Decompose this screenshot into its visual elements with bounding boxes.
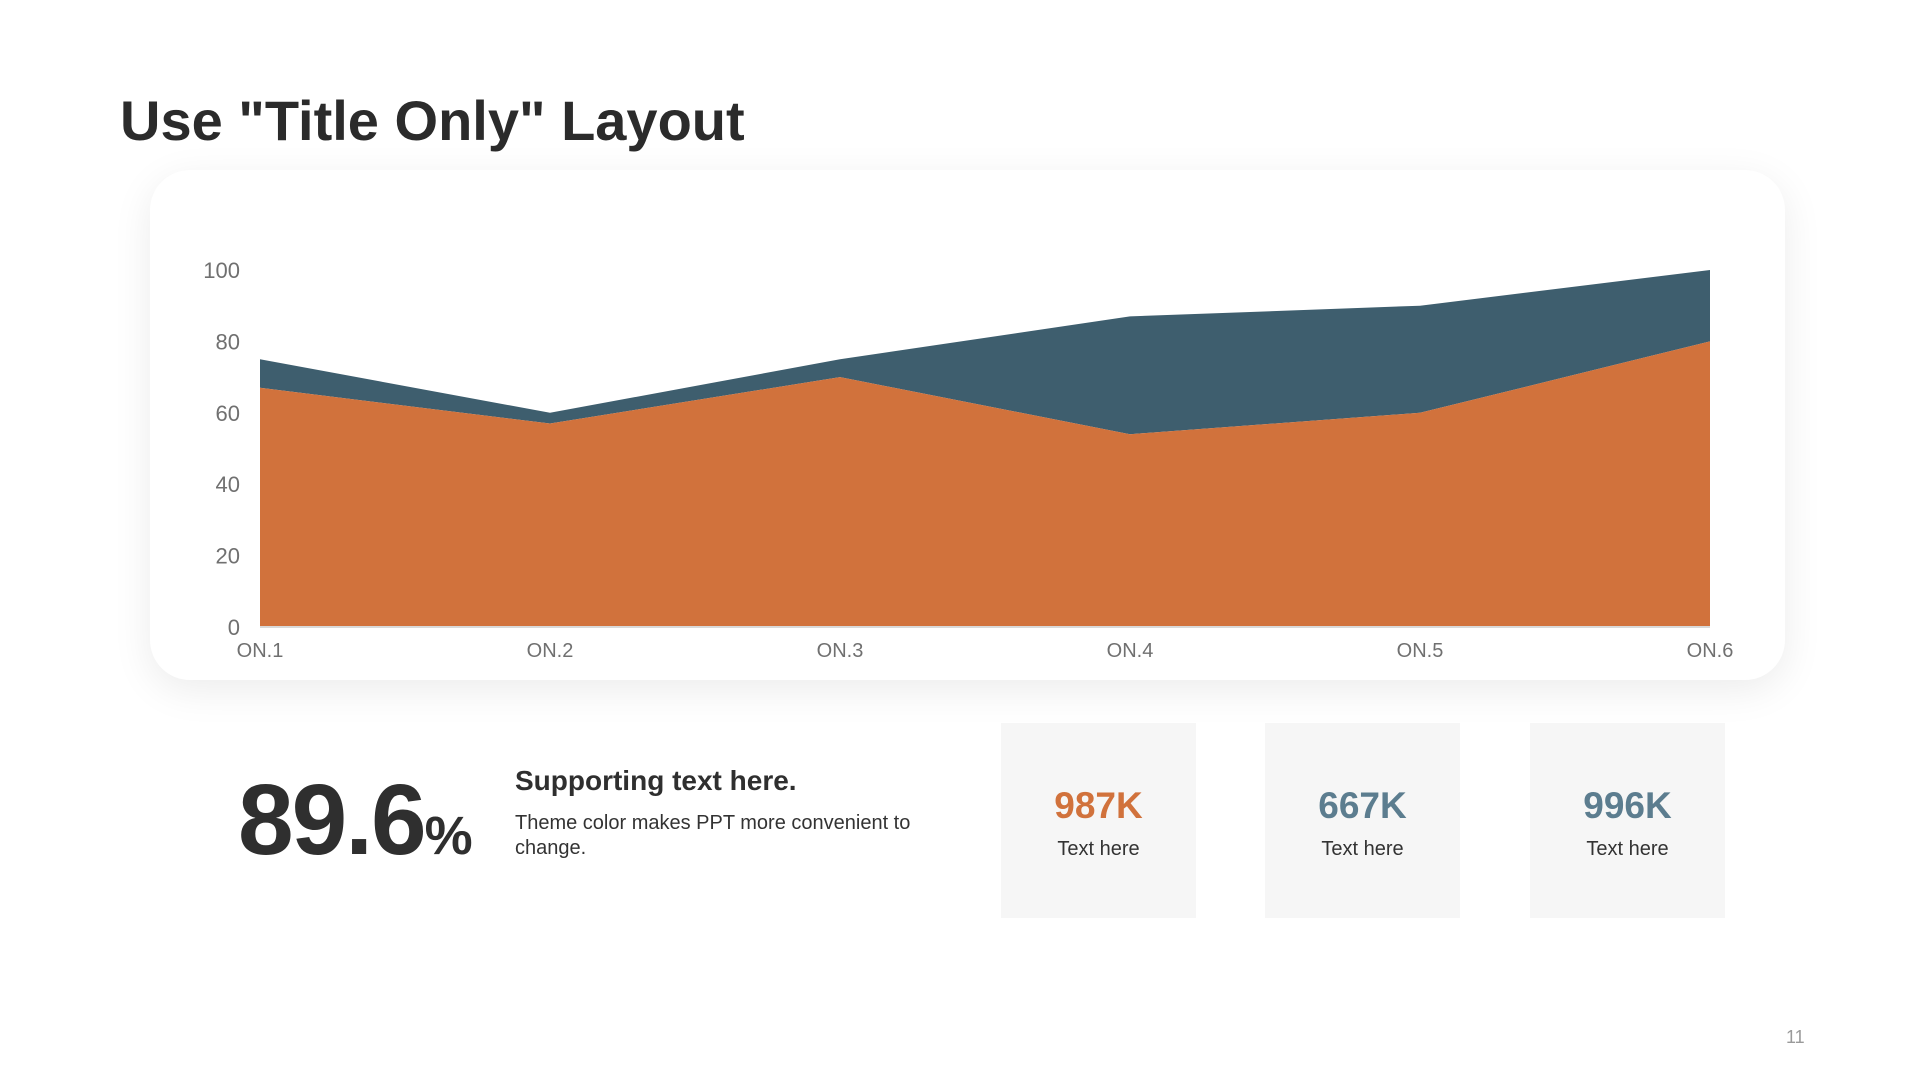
kpi-value: 667K — [1318, 785, 1407, 826]
kpi-label: Text here — [1057, 838, 1140, 860]
y-tick-label: 80 — [216, 329, 240, 354]
page-number: 11 — [1786, 1027, 1805, 1047]
kpi-box-2: 667K Text here — [1265, 723, 1460, 918]
slide-title: Use "Title Only" Layout — [120, 89, 745, 152]
x-tick-label: ON.5 — [1397, 640, 1444, 662]
area-series-2 — [260, 270, 1710, 435]
x-tick-label: ON.3 — [817, 640, 864, 662]
big-stat-unit: % — [424, 806, 473, 866]
big-stat: 89.6% — [238, 770, 473, 870]
support-title: Supporting text here. — [515, 765, 797, 796]
y-tick-label: 40 — [216, 472, 240, 497]
chart-card: 0 20 40 60 80 100 ON.1 ON.2 ON.3 ON.4 ON.5 ON.6 — [150, 170, 1785, 680]
y-tick-label: 0 — [228, 615, 240, 640]
support-body: Theme color makes PPT more convenient to… — [515, 812, 911, 859]
y-tick-label: 60 — [216, 401, 240, 426]
big-stat-value: 89.6 — [238, 764, 427, 876]
kpi-value: 996K — [1583, 785, 1672, 826]
kpi-label: Text here — [1586, 838, 1669, 860]
x-tick-label: ON.6 — [1687, 640, 1734, 662]
kpi-label: Text here — [1321, 838, 1404, 860]
x-tick-label: ON.1 — [237, 640, 284, 662]
x-tick-label: ON.2 — [527, 640, 574, 662]
x-tick-label: ON.4 — [1107, 640, 1154, 662]
y-tick-label: 20 — [216, 544, 240, 569]
kpi-box-1: 987K Text here — [1001, 723, 1196, 918]
area-series-1 — [260, 341, 1710, 627]
y-tick-label: 100 — [203, 258, 240, 283]
kpi-box-3: 996K Text here — [1530, 723, 1725, 918]
area-chart: 0 20 40 60 80 100 ON.1 ON.2 ON.3 ON.4 ON.5 ON.6 — [203, 258, 1734, 662]
kpi-value: 987K — [1054, 785, 1143, 826]
